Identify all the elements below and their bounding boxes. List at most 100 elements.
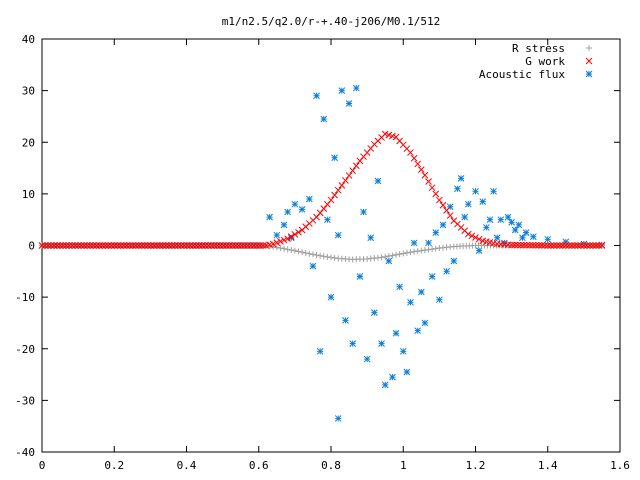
data-point xyxy=(280,236,288,244)
data-point xyxy=(556,242,564,249)
data-point xyxy=(544,235,552,243)
data-point xyxy=(141,242,149,249)
data-point xyxy=(162,242,170,249)
data-point xyxy=(574,242,582,249)
data-point xyxy=(132,242,140,249)
data-point xyxy=(108,242,115,249)
data-point xyxy=(235,242,243,249)
data-point xyxy=(241,242,249,249)
data-point xyxy=(65,242,73,249)
data-point xyxy=(568,242,576,249)
data-point xyxy=(186,242,194,249)
data-point xyxy=(595,242,603,249)
data-point xyxy=(44,242,52,249)
data-point xyxy=(174,242,182,249)
data-point xyxy=(138,242,146,249)
data-point xyxy=(331,154,338,162)
data-point xyxy=(410,154,418,162)
data-point xyxy=(214,242,221,249)
data-point xyxy=(120,242,128,249)
data-point xyxy=(328,254,334,261)
data-point xyxy=(370,309,378,316)
data-point xyxy=(400,250,407,257)
data-point xyxy=(396,283,403,291)
data-point xyxy=(202,242,209,249)
data-point xyxy=(399,347,407,355)
data-point xyxy=(247,242,255,249)
data-point xyxy=(71,242,79,249)
data-point xyxy=(403,368,411,376)
data-point xyxy=(425,178,432,185)
data-point xyxy=(598,242,606,249)
data-point xyxy=(334,231,342,239)
data-point xyxy=(223,242,230,249)
data-point xyxy=(90,242,97,249)
data-point xyxy=(381,381,389,389)
data-point xyxy=(428,184,436,192)
data-point xyxy=(342,177,349,184)
data-point xyxy=(84,242,91,249)
data-marks xyxy=(38,84,606,422)
data-point xyxy=(515,221,523,229)
data-point xyxy=(306,250,313,257)
data-point xyxy=(53,242,61,249)
data-point xyxy=(183,242,191,249)
data-point xyxy=(266,213,273,221)
data-point xyxy=(324,253,331,260)
data-point xyxy=(356,273,364,280)
data-point xyxy=(111,242,118,249)
data-point xyxy=(147,242,155,249)
data-point xyxy=(284,208,292,216)
data-point xyxy=(475,235,483,243)
data-point xyxy=(541,242,549,249)
data-point xyxy=(393,251,400,258)
data-point xyxy=(342,317,349,324)
data-point xyxy=(580,242,588,249)
x-tick-label: 0 xyxy=(39,459,46,472)
data-point xyxy=(508,218,515,226)
data-point xyxy=(443,207,450,214)
data-point xyxy=(414,248,421,255)
data-point xyxy=(180,242,188,249)
y-tick-label: 20 xyxy=(22,136,35,149)
data-point xyxy=(291,200,299,208)
data-point xyxy=(519,234,526,242)
data-point xyxy=(389,373,396,381)
data-point xyxy=(482,224,490,231)
data-point xyxy=(334,415,342,422)
data-point xyxy=(392,329,400,337)
data-point xyxy=(277,238,284,245)
data-point xyxy=(168,242,176,249)
data-point xyxy=(102,242,109,249)
x-tick-label: 0.4 xyxy=(177,459,197,472)
data-point xyxy=(41,242,49,249)
data-point xyxy=(217,242,224,249)
data-point xyxy=(439,221,447,229)
data-point xyxy=(425,239,432,247)
data-point xyxy=(338,182,346,189)
data-point xyxy=(529,241,537,249)
y-tick-label: 40 xyxy=(22,33,35,46)
data-point xyxy=(277,245,284,252)
data-point xyxy=(327,293,335,301)
data-point xyxy=(284,235,292,243)
y-tick-label: -30 xyxy=(15,394,35,407)
data-point xyxy=(99,242,106,249)
data-point xyxy=(464,230,472,238)
data-point xyxy=(244,242,252,249)
data-point xyxy=(363,355,371,363)
data-point xyxy=(382,253,389,260)
data-point xyxy=(295,248,302,255)
data-point xyxy=(475,247,483,255)
x-tick-label: 1.2 xyxy=(466,459,486,472)
data-point xyxy=(439,201,447,209)
data-point xyxy=(159,242,167,249)
data-point xyxy=(514,241,521,249)
data-point xyxy=(295,228,302,236)
data-point xyxy=(526,241,534,249)
data-point xyxy=(414,160,422,168)
data-point xyxy=(250,242,258,249)
data-point xyxy=(562,242,570,249)
data-point xyxy=(417,166,425,173)
